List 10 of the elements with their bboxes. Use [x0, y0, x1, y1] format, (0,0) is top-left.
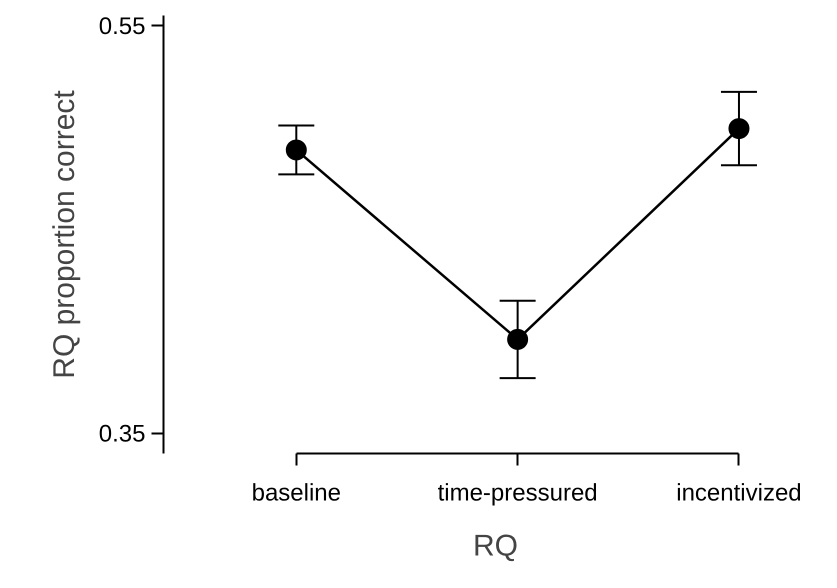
y-axis-title: RQ proportion correct: [48, 90, 81, 379]
point: [728, 118, 750, 140]
x-tick-label: time-pressured: [438, 480, 598, 506]
y-tick-label: 0.55: [98, 13, 146, 40]
x-axis-title: RQ: [473, 530, 518, 562]
x-tick-label: baseline: [252, 480, 342, 506]
point: [507, 328, 528, 350]
x-tick-label: incentivized: [676, 480, 802, 506]
point: [286, 139, 307, 160]
y-tick-label: 0.35: [98, 420, 146, 448]
